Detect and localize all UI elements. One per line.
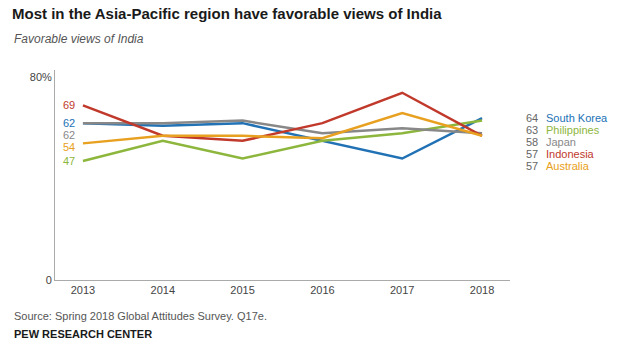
svg-text:2013: 2013 (71, 284, 95, 296)
svg-text:54: 54 (63, 141, 75, 153)
svg-text:Most in the Asia-Pacific regio: Most in the Asia-Pacific region have fav… (12, 5, 442, 22)
svg-text:62: 62 (63, 129, 75, 141)
svg-text:69: 69 (63, 99, 75, 111)
svg-text:57: 57 (526, 148, 538, 160)
svg-text:63: 63 (526, 124, 538, 136)
svg-text:Source: Spring 2018 Global Att: Source: Spring 2018 Global Attitudes Sur… (14, 310, 267, 322)
svg-text:64: 64 (526, 112, 538, 124)
svg-text:47: 47 (63, 155, 75, 167)
svg-text:2016: 2016 (310, 284, 334, 296)
svg-text:Favorable views of India: Favorable views of India (14, 32, 144, 46)
svg-text:Indonesia: Indonesia (546, 148, 595, 160)
svg-text:2015: 2015 (230, 284, 254, 296)
svg-text:58: 58 (526, 136, 538, 148)
svg-text:80%: 80% (30, 71, 52, 83)
svg-text:62: 62 (63, 117, 75, 129)
svg-text:Philippines: Philippines (546, 124, 600, 136)
svg-text:PEW RESEARCH CENTER: PEW RESEARCH CENTER (14, 328, 152, 340)
svg-text:0: 0 (46, 274, 52, 286)
svg-text:57: 57 (526, 160, 538, 172)
svg-text:2014: 2014 (151, 284, 175, 296)
svg-text:South Korea: South Korea (546, 112, 608, 124)
svg-text:Japan: Japan (546, 136, 576, 148)
svg-text:2018: 2018 (470, 284, 494, 296)
svg-text:Australia: Australia (546, 160, 590, 172)
svg-text:2017: 2017 (390, 284, 414, 296)
